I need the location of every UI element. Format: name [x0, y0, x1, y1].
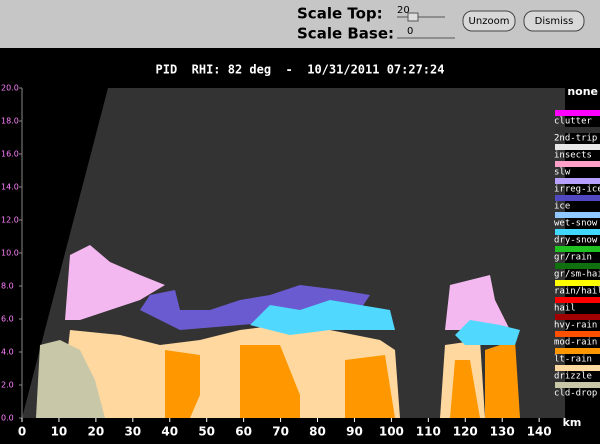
legend-swatch — [555, 246, 600, 252]
echo — [240, 345, 300, 418]
legend-title: none — [567, 85, 598, 98]
dismiss-button[interactable] — [523, 10, 585, 32]
legend-label: ice — [554, 202, 570, 212]
x-tick-label: 10 — [51, 425, 68, 439]
legend-label: insects — [554, 151, 592, 161]
legend-swatch — [555, 229, 600, 235]
x-tick-label: 90 — [346, 425, 363, 439]
legend-label: mod-rain — [554, 338, 597, 348]
y-tick-label: 0.0 — [1, 414, 14, 423]
echo — [485, 340, 520, 418]
scale-base-value: 0 — [407, 26, 413, 37]
legend-label: cld-drop — [554, 389, 597, 399]
y-tick-label: 12.0 — [1, 216, 19, 225]
legend-label: slw — [554, 168, 571, 178]
legend-label: wet-snow — [554, 219, 598, 229]
scale-top-value: 20 — [397, 5, 410, 16]
x-tick-label: 30 — [124, 425, 141, 439]
legend-label: clutter — [554, 117, 593, 127]
y-tick-label: 16.0 — [1, 150, 19, 159]
legend-label: rain/hail — [554, 287, 600, 297]
y-tick-label: 6.0 — [1, 315, 14, 324]
x-tick-label: 40 — [161, 425, 178, 439]
legend-label: drizzle — [554, 372, 592, 382]
x-unit: km — [563, 416, 582, 429]
y-tick-label: 20.0 — [1, 84, 19, 93]
legend-label: gr/rain — [554, 253, 592, 263]
unzoom-button[interactable] — [462, 10, 516, 32]
y-tick-label: 4.0 — [1, 348, 14, 357]
axes: 0.0 2.0 4.0 6.0 8.0 10.0 12.0 14.0 16.0 18.0 20.0 0… — [1, 84, 581, 439]
echo — [345, 355, 395, 418]
legend-swatch — [555, 161, 600, 167]
legend-swatch — [555, 348, 600, 354]
legend-label: dry-snow — [554, 236, 598, 246]
legend-swatch — [555, 331, 600, 337]
legend-swatch — [555, 178, 600, 184]
blank-wedge — [22, 88, 108, 418]
y-tick-label: 18.0 — [1, 117, 19, 126]
legend-label: lt-rain — [554, 355, 592, 365]
slider-knob[interactable] — [407, 12, 419, 22]
echo — [65, 245, 165, 320]
y-tick-label: 8.0 — [1, 282, 14, 291]
legend-swatch — [555, 314, 600, 320]
x-tick-label: 80 — [309, 425, 326, 439]
legend-swatch — [555, 297, 600, 303]
legend-label: irreg-ice — [554, 185, 600, 195]
legend-swatch — [555, 365, 600, 371]
plot-title: PID RHI: 82 deg - 10/31/2011 07:27:24 — [156, 63, 445, 77]
y-tick-label: 14.0 — [1, 183, 19, 192]
x-tick-label: 70 — [272, 425, 289, 439]
legend-label: hail — [554, 304, 576, 314]
y-tick-label: 2.0 — [1, 381, 14, 390]
x-tick-label: 60 — [235, 425, 252, 439]
legend-swatch — [555, 144, 600, 150]
echo — [250, 300, 395, 335]
x-tick-label: 110 — [416, 425, 441, 439]
legend-swatch — [555, 263, 600, 269]
echo — [445, 275, 510, 330]
legend-swatch — [555, 127, 600, 133]
scale-base-label: Scale Base: — [297, 25, 394, 43]
x-tick-label: 50 — [198, 425, 215, 439]
x-tick-label: 20 — [88, 425, 105, 439]
echo — [140, 285, 370, 330]
legend: none clutter 2nd-trip insects slw irreg-ice i… — [554, 85, 600, 399]
legend-swatch — [555, 382, 600, 388]
echo — [36, 340, 105, 418]
x-tick-label: 130 — [490, 425, 515, 439]
legend-label: 2nd-trip — [554, 134, 597, 144]
legend-label: gr/sm-hail — [554, 270, 600, 280]
legend-label: hvy-rain — [554, 321, 597, 331]
button-label[interactable]: Dismiss — [535, 16, 574, 27]
echo — [60, 325, 400, 418]
legend-swatch — [555, 280, 600, 286]
legend-swatch — [555, 212, 600, 218]
legend-swatch — [555, 195, 600, 201]
echo — [455, 320, 520, 345]
scale-top-label: Scale Top: — [297, 5, 383, 23]
x-tick-label: 140 — [527, 425, 552, 439]
radar-field — [22, 88, 565, 418]
x-tick-label: 100 — [379, 425, 404, 439]
legend-swatch — [555, 110, 600, 116]
button-label[interactable]: Unzoom — [469, 16, 510, 27]
echo — [450, 360, 480, 418]
x-tick-label: 120 — [453, 425, 478, 439]
y-tick-label: 10.0 — [1, 249, 19, 258]
echo — [165, 350, 200, 418]
x-tick-label: 0 — [18, 425, 26, 439]
